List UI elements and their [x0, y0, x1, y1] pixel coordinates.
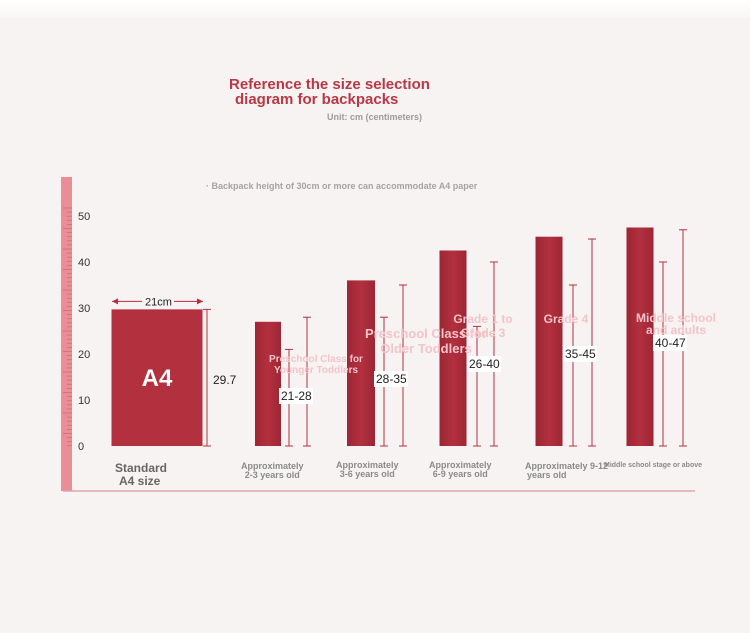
- range-label-bg: [279, 388, 313, 404]
- category-label-3-6-line1: Approximately: [336, 460, 399, 470]
- unit-label: Unit: cm (centimeters): [327, 112, 423, 122]
- a4-width-label-bg: [142, 293, 174, 308]
- category-label-6-9-line2: 6-9 years old: [432, 469, 488, 479]
- chart-title-line2: diagram for backpacks: [235, 91, 399, 108]
- category-label-9-12-line2: years old: [527, 470, 567, 480]
- y-tick-label: 50: [78, 211, 90, 223]
- bar-label-grade-1-3: Grade 3: [461, 326, 506, 340]
- bar-1: [255, 321, 281, 446]
- bar-label-middle-school: and adults: [646, 323, 706, 337]
- bar-4: [535, 236, 563, 446]
- category-label-middle-school: Middle school stage or above: [604, 461, 702, 470]
- bar-3: [439, 250, 467, 446]
- range-label-3: 26-40: [469, 357, 500, 371]
- range-label-2: 28-35: [376, 372, 407, 386]
- a4-width-label: 21cm: [145, 296, 172, 308]
- range-label-4: 35-45: [565, 347, 596, 361]
- category-label-2-3: Approximately 2-3 years old: [241, 462, 304, 480]
- bar-2: [347, 280, 375, 446]
- range-label-bg: [467, 356, 501, 372]
- category-label-3-6: Approximately 3-6 years old: [336, 461, 399, 479]
- bar-5: [626, 227, 654, 446]
- y-tick-label: 0: [78, 441, 84, 453]
- category-label-6-9: Approximately 6-9 years old: [429, 461, 492, 479]
- a4-note: · Backpack height of 30cm or more can ac…: [206, 181, 478, 191]
- bar-label-middle-school: Middle school: [636, 311, 716, 325]
- category-label-9-12-line1: Approximately 9-12: [525, 461, 609, 471]
- bar-label-grade-1-3: Grade 1 to: [453, 312, 512, 326]
- range-label-1: 21-28: [281, 389, 312, 403]
- range-label-5: 40-47: [655, 336, 686, 350]
- category-label-3-6-line2: 3-6 years old: [339, 469, 395, 479]
- bar-label-younger-toddlers: Younger Toddlers: [274, 365, 359, 376]
- chart-title-line1: Reference the size selection: [229, 76, 430, 93]
- ruler-bar: [61, 177, 72, 491]
- bar-label-older-toddlers: Older Toddlers: [380, 341, 472, 356]
- bar-label-a4: A4: [142, 365, 173, 392]
- category-label-2-3-line2: 2-3 years old: [244, 470, 300, 480]
- bar-label-younger-toddlers: Preschool Class for: [269, 354, 363, 365]
- y-tick-label: 20: [78, 349, 90, 361]
- y-tick-label: 10: [78, 395, 90, 407]
- category-label-middle-school-line1: Middle school stage or above: [604, 462, 703, 469]
- y-tick-label: 30: [78, 303, 90, 315]
- category-label-6-9-line1: Approximately: [429, 460, 492, 470]
- range-label-bg: [563, 346, 597, 362]
- range-label-bg: [653, 335, 687, 351]
- category-label-9-12: Approximately 9-12 years old: [525, 462, 608, 480]
- category-label-a4: Standard A4 size: [115, 462, 167, 488]
- y-tick-label: 40: [78, 257, 90, 269]
- bar-label-older-toddlers: Preschool Class for: [365, 326, 487, 341]
- category-label-a4-line1: Standard: [115, 461, 168, 475]
- bar-0: [111, 309, 203, 446]
- category-label-2-3-line1: Approximately: [241, 461, 304, 471]
- range-label-bg: [374, 371, 408, 387]
- category-label-a4-line2: A4 size: [119, 474, 161, 488]
- top-band: [0, 0, 750, 18]
- range-label-0: 29.7: [213, 373, 237, 387]
- bar-label-grade-4: Grade 4: [544, 312, 589, 326]
